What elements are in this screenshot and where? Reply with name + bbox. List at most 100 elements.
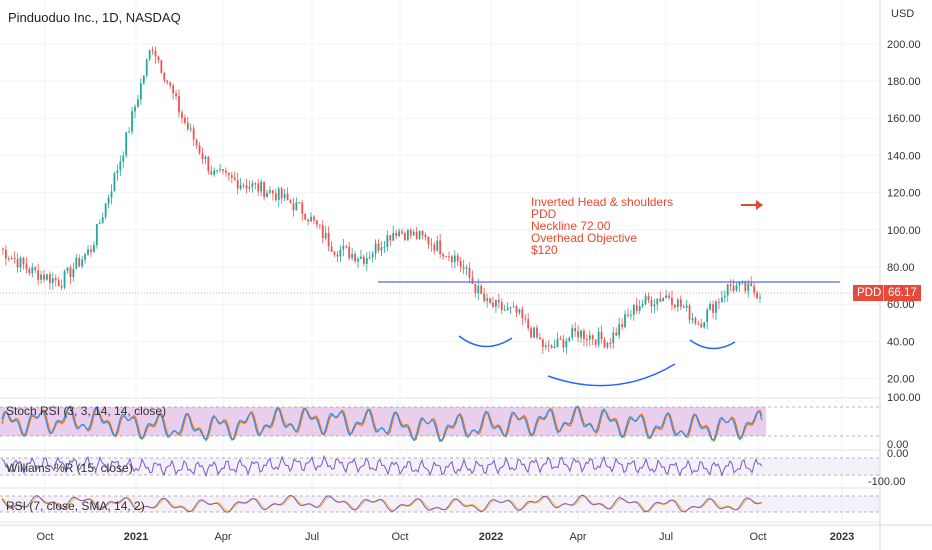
candle: [553, 347, 556, 349]
candle: [122, 155, 125, 162]
candle: [368, 257, 371, 259]
candle: [462, 266, 465, 269]
candle: [380, 247, 383, 251]
candle: [448, 256, 450, 258]
candle: [641, 304, 644, 307]
candle: [271, 190, 274, 194]
candle: [392, 233, 395, 241]
candle: [533, 327, 535, 338]
candle: [172, 85, 175, 94]
time-tick: 2021: [124, 531, 148, 543]
candle: [709, 304, 712, 310]
candle: [629, 314, 632, 316]
candle: [541, 339, 544, 348]
price-tick: 40.00: [887, 336, 915, 348]
candle: [527, 318, 530, 329]
candle: [536, 327, 538, 338]
candle: [374, 243, 377, 254]
candle: [345, 246, 348, 248]
stoch-rsi-label[interactable]: Stoch RSI (3, 3, 14, 14, close): [6, 404, 167, 418]
time-tick: Oct: [36, 531, 53, 543]
williams-line: [1, 454, 763, 478]
price-tick: 20.00: [887, 374, 915, 386]
chart-title: Pinduoduo Inc., 1D, NASDAQ: [8, 10, 181, 25]
candle: [260, 182, 263, 192]
candle: [439, 240, 442, 255]
candle: [78, 258, 81, 267]
candle: [148, 50, 151, 60]
candle: [13, 257, 16, 260]
candle: [222, 169, 224, 171]
candle: [459, 261, 462, 267]
candle: [142, 75, 145, 84]
right-shoulder-arc[interactable]: [689, 339, 736, 350]
candle: [225, 170, 227, 173]
candle: [618, 324, 621, 336]
candle: [336, 254, 339, 257]
candle: [662, 298, 665, 302]
candle: [292, 203, 295, 211]
candle: [63, 271, 66, 288]
candle: [409, 229, 412, 236]
williams-label[interactable]: Williams %R (15, close): [6, 461, 133, 475]
candle: [418, 230, 421, 239]
time-tick: 2022: [479, 531, 503, 543]
candle: [357, 258, 359, 262]
candle: [495, 300, 497, 307]
candle: [113, 173, 116, 192]
candle: [597, 331, 600, 345]
candle: [404, 233, 406, 241]
candle: [318, 224, 321, 226]
candle: [360, 256, 362, 259]
candle: [415, 231, 418, 239]
candle: [192, 128, 195, 140]
candle: [700, 323, 703, 328]
price-axis: USD 200.00 180.00 160.00 140.00 120.00 100.00 8…: [868, 0, 921, 550]
currency-label: USD: [891, 8, 914, 20]
candle: [2, 248, 4, 250]
candle: [51, 278, 54, 283]
arrow-right-icon[interactable]: [741, 200, 763, 210]
time-tick: 2023: [830, 531, 854, 543]
stoch-tick: 0.00: [887, 439, 908, 451]
candle: [154, 50, 157, 57]
time-axis: Oct 2021 Apr Jul Oct 2022 Apr Jul Oct 2023: [0, 524, 932, 543]
candle: [28, 269, 31, 274]
candle: [591, 335, 594, 340]
candle: [406, 229, 409, 241]
left-shoulder-arc[interactable]: [458, 335, 513, 348]
candle: [125, 132, 128, 156]
candle: [715, 301, 717, 313]
candle: [427, 236, 430, 245]
candle: [210, 171, 213, 175]
candle: [703, 322, 706, 328]
candle: [137, 99, 139, 107]
annotation-text[interactable]: Inverted Head & shoulders PDD Neckline 7…: [531, 196, 673, 256]
candle: [245, 185, 248, 189]
candle: [283, 193, 286, 199]
time-tick: Apr: [214, 531, 231, 543]
candle: [753, 286, 756, 293]
candle: [694, 318, 697, 324]
last-price-tag: 66.17: [883, 285, 921, 301]
candle: [600, 331, 603, 340]
annotation-line: Neckline 72.00: [531, 219, 611, 233]
candle: [239, 185, 242, 189]
head-arc[interactable]: [547, 363, 676, 387]
candle: [624, 314, 626, 328]
candle: [635, 304, 638, 311]
candle: [465, 267, 468, 269]
candle: [453, 255, 456, 263]
candle: [386, 235, 389, 248]
rsi-label[interactable]: RSI (7, close, SMA, 14, 2): [6, 499, 145, 513]
candle: [98, 222, 101, 224]
candle: [445, 256, 447, 258]
price-tick: 140.00: [887, 150, 921, 162]
candle: [160, 60, 163, 73]
candle: [436, 240, 439, 251]
candle: [163, 72, 166, 81]
candle: [298, 202, 301, 204]
candle: [509, 307, 512, 309]
